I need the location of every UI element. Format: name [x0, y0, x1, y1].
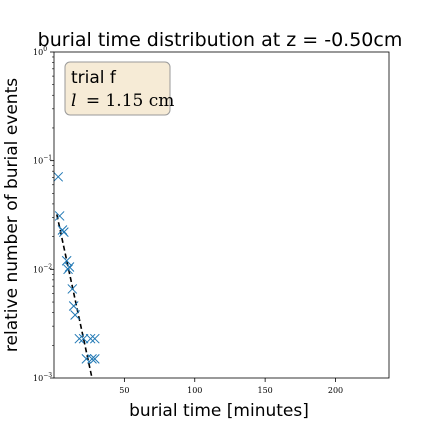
fit-line	[56, 214, 93, 379]
x-tick-label: 150	[257, 386, 272, 395]
x-tick-label: 100	[187, 386, 202, 395]
data-point	[74, 333, 85, 344]
y-tick-label: 10−3	[33, 372, 52, 383]
y-tick-label: 10−2	[33, 263, 52, 274]
data-point	[64, 262, 75, 272]
x-tick-label: 200	[328, 386, 343, 395]
data-point	[67, 284, 78, 294]
chart-title: burial time distribution at z = -0.50cm	[38, 29, 403, 51]
legend-line-trial: trial f	[71, 68, 117, 88]
x-axis-label: burial time [minutes]	[129, 401, 309, 421]
data-point	[87, 354, 97, 364]
legend-length-value: = 1.15 cm	[86, 91, 175, 111]
data-point	[89, 333, 100, 344]
data-point	[54, 211, 65, 221]
y-axis-label: relative number of burial events	[2, 78, 22, 352]
legend-length-symbol: l	[71, 91, 76, 111]
x-tick-label: 50	[119, 386, 129, 395]
plot-frame	[53, 51, 390, 379]
data-point	[63, 264, 73, 275]
data-point	[53, 171, 64, 182]
data-point	[61, 255, 72, 266]
data-point	[85, 333, 96, 344]
data-point	[58, 227, 69, 237]
legend-box	[64, 61, 171, 116]
data-point	[70, 310, 80, 320]
data-point	[78, 333, 89, 344]
y-tick-label: 10−1	[33, 155, 52, 166]
data-point	[68, 301, 79, 311]
legend: trial f l = 1.15 cm	[64, 61, 174, 116]
legend-line-length: l = 1.15 cm	[71, 91, 174, 111]
y-tick-label: 100	[33, 46, 47, 57]
data-point	[89, 354, 100, 364]
